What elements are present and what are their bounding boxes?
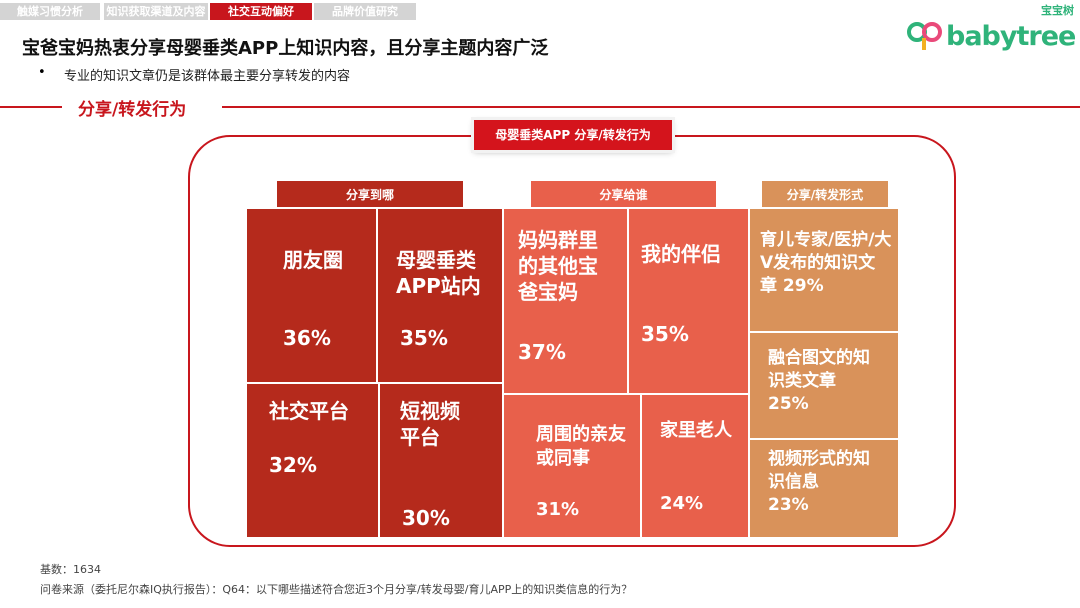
divider-left: [0, 106, 62, 108]
tab-media-habits[interactable]: 触媒习惯分析: [0, 3, 100, 20]
cell-value: 30%: [402, 506, 450, 530]
tab-social-preference[interactable]: 社交互动偏好: [210, 3, 312, 20]
cell-name: 育儿专家/医护/大V发布的知识文章 29%: [760, 229, 892, 298]
cell-name: 妈妈群里的其他宝爸宝妈: [518, 228, 598, 304]
page-title: 宝爸宝妈热衷分享母婴垂类APP上知识内容，且分享主题内容广泛: [22, 38, 549, 59]
cell-value: 32%: [269, 453, 317, 477]
cell-value: 23%: [768, 495, 809, 515]
header-form: 分享/转发形式: [762, 181, 888, 207]
cell-value: 29%: [782, 276, 824, 296]
cell-name: 社交平台: [269, 399, 349, 423]
cell-name: 我的伴侣: [641, 242, 721, 266]
cell-elders: 家里老人 24%: [642, 395, 748, 537]
cell-value: 24%: [660, 493, 704, 514]
cell-video-info: 视频形式的知识信息 23%: [750, 440, 898, 537]
diagram-label: 母婴垂类APP 分享/转发行为: [474, 120, 672, 150]
cell-name: 朋友圈: [283, 248, 343, 272]
bullet-mark: •: [38, 65, 46, 80]
cell-name: 短视频平台: [400, 399, 460, 449]
cell-app-internal: 母婴垂类APP站内 35%: [378, 209, 502, 382]
cell-name: 家里老人: [660, 420, 732, 441]
cell-value: 25%: [768, 394, 809, 414]
cell-mom-group: 妈妈群里的其他宝爸宝妈 37%: [504, 209, 627, 393]
cell-social-platform: 社交平台 32%: [247, 384, 378, 537]
cell-value: 36%: [283, 326, 331, 350]
section-title: 分享/转发行为: [78, 100, 187, 120]
bullet-text: 专业的知识文章仍是该群体最主要分享转发的内容: [64, 69, 351, 84]
header-where: 分享到哪: [277, 181, 463, 207]
base-count: 基数：1634: [40, 563, 101, 576]
source-note: 问卷来源（委托尼尔森IQ执行报告）：Q64：以下哪些描述符合您近3个月分享/转发…: [40, 583, 633, 596]
header-whom: 分享给谁: [531, 181, 716, 207]
cell-illustrated-articles: 融合图文的知识类文章 25%: [750, 333, 898, 438]
divider-right: [222, 106, 1080, 108]
cell-expert-articles: 育儿专家/医护/大V发布的知识文章 29%: [750, 209, 898, 331]
cell-name: 融合图文的知识类文章: [768, 348, 870, 391]
cell-name: 周围的亲友或同事: [536, 424, 626, 469]
cell-moments: 朋友圈 36%: [247, 209, 376, 382]
logo-cn: 宝宝树: [1041, 4, 1074, 17]
cell-name-text: 育儿专家/医护/大V发布的知识文章: [760, 230, 892, 296]
cell-partner: 我的伴侣 35%: [629, 209, 748, 393]
cell-friends: 周围的亲友或同事 31%: [504, 395, 640, 537]
cell-value: 31%: [536, 499, 580, 520]
cell-value: 35%: [641, 322, 689, 346]
logo-text: babytree: [946, 21, 1076, 52]
babytree-logo: babytree 宝宝树: [906, 4, 1076, 52]
tab-knowledge-channels[interactable]: 知识获取渠道及内容: [104, 3, 208, 20]
cell-short-video: 短视频平台 30%: [380, 384, 502, 537]
logo-icon: [907, 22, 942, 50]
cell-name: 母婴垂类APP站内: [396, 248, 481, 298]
cell-value: 35%: [400, 326, 448, 350]
tab-brand-value[interactable]: 品牌价值研究: [314, 3, 416, 20]
cell-name: 视频形式的知识信息: [768, 449, 870, 492]
cell-value: 37%: [518, 340, 566, 364]
